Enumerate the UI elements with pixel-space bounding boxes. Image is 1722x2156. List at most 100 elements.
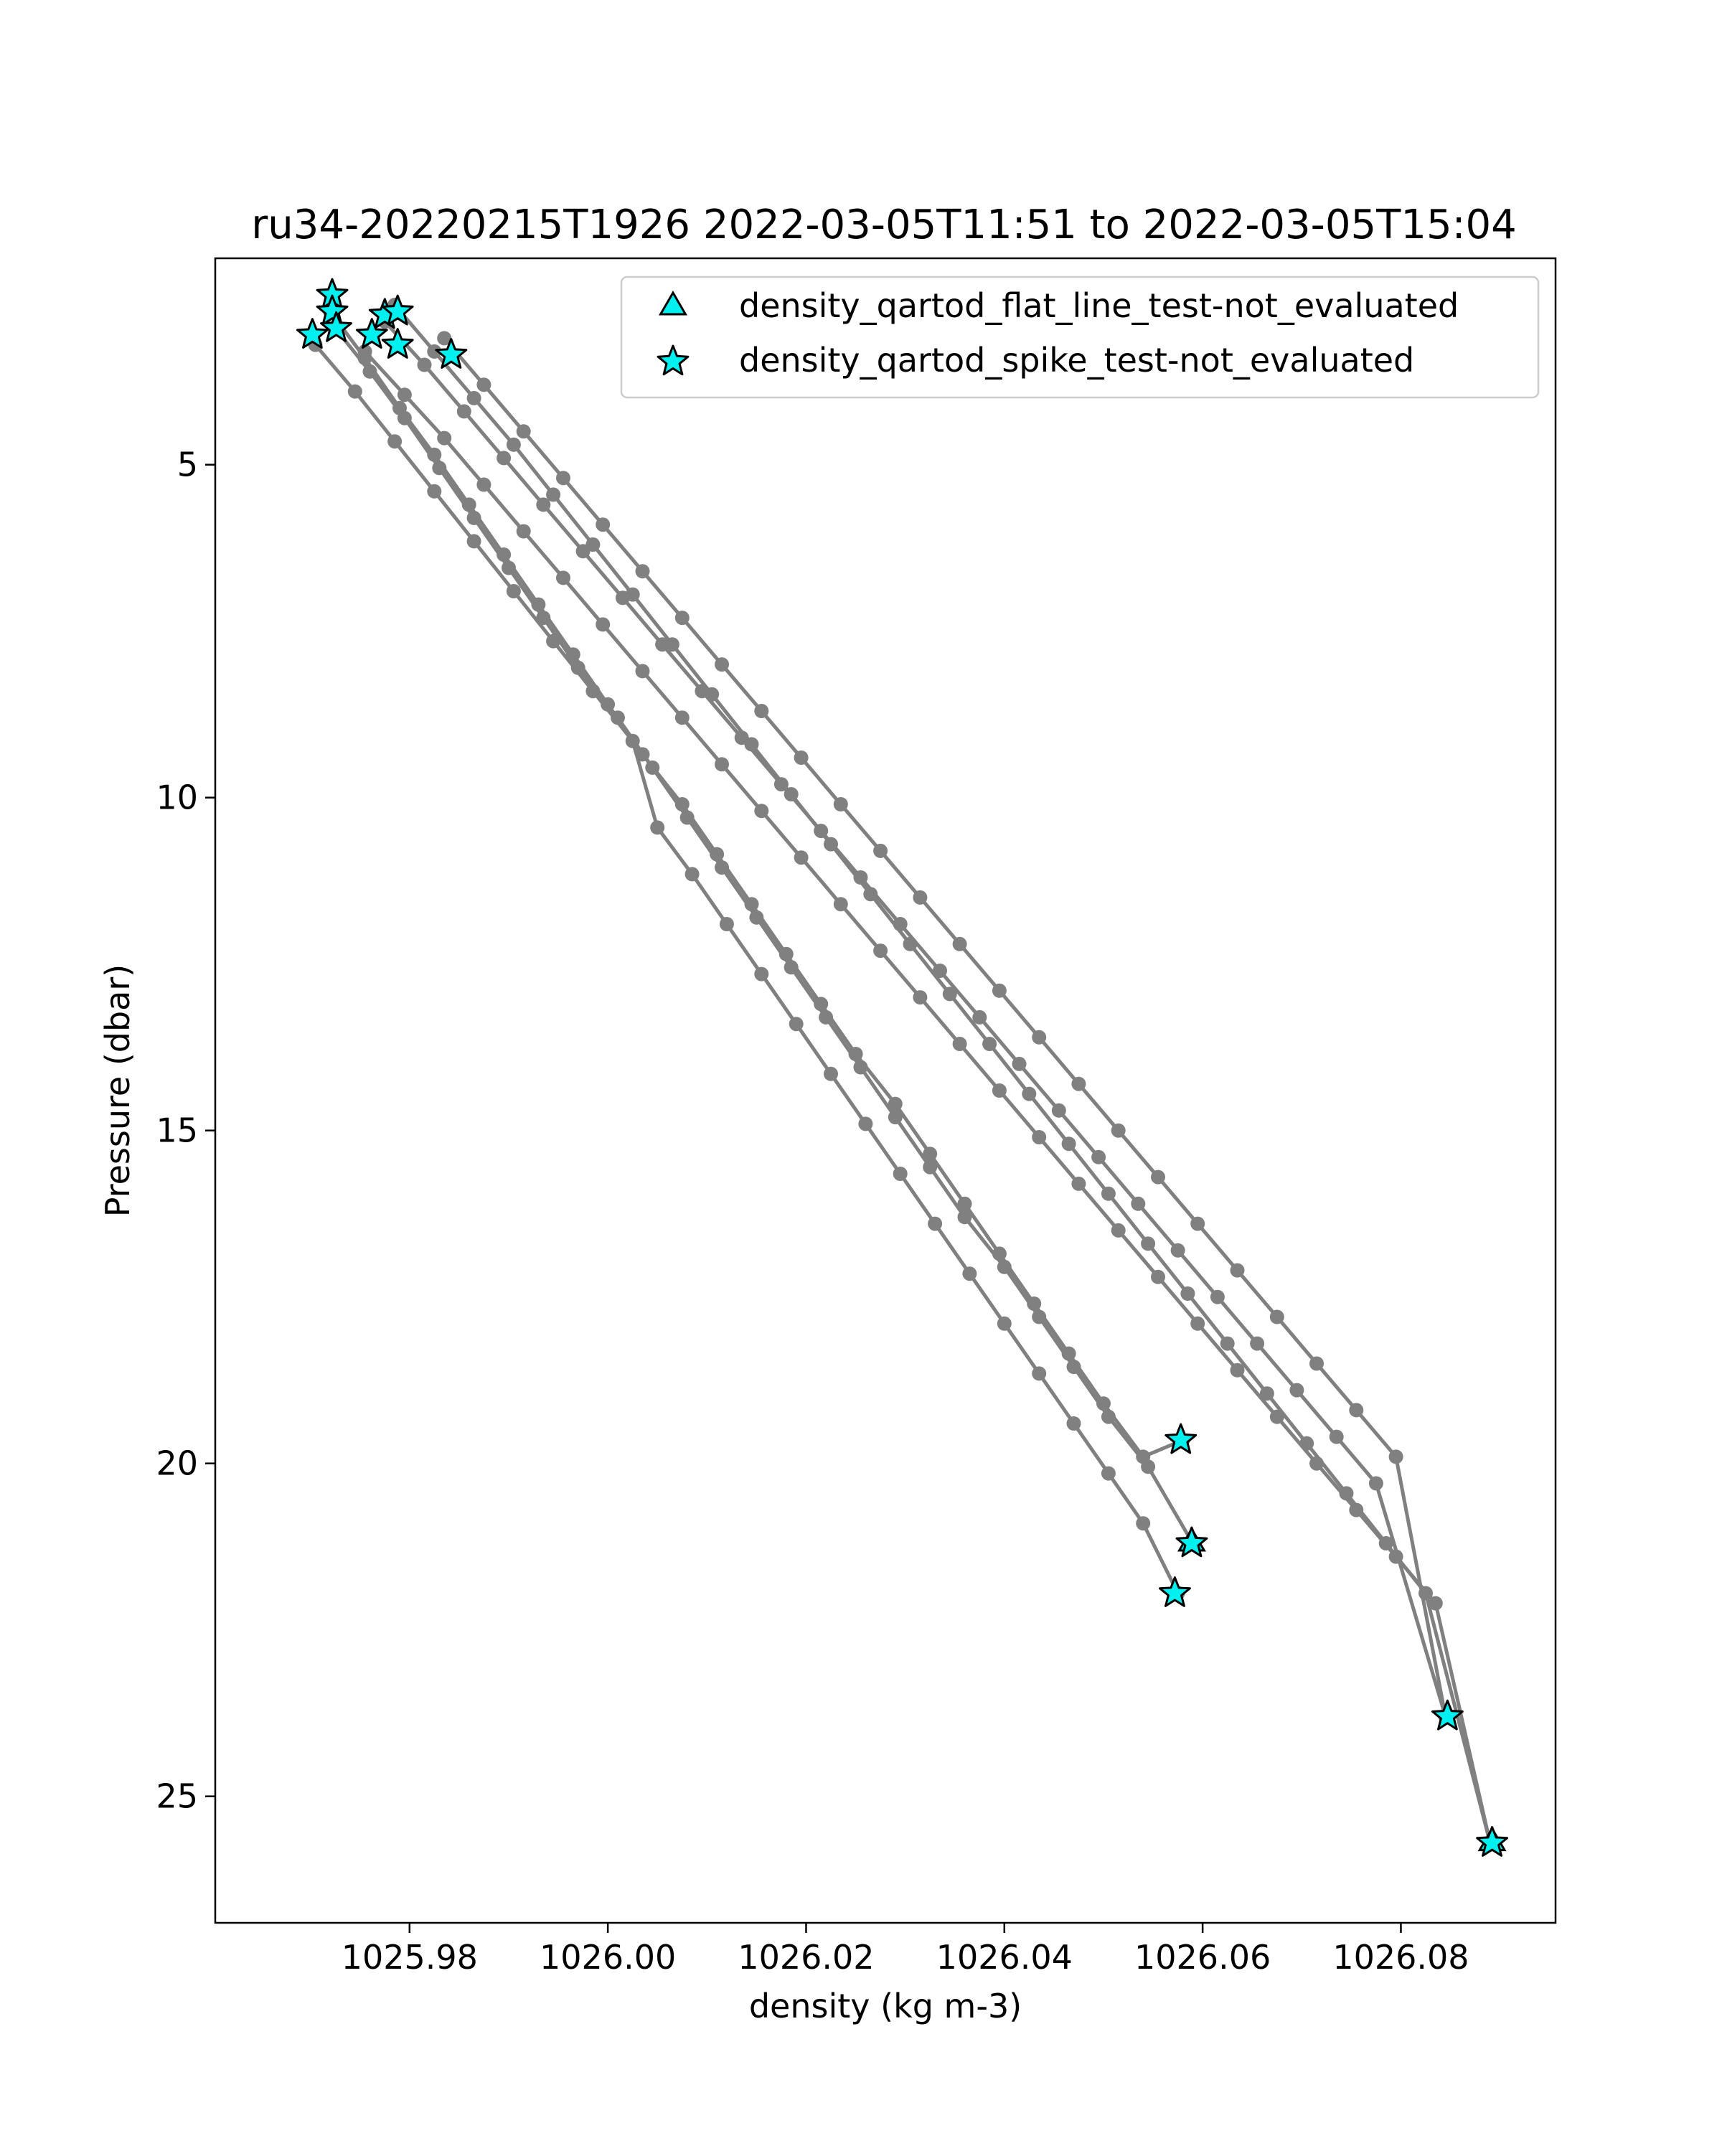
- spike-marker: [1175, 1526, 1208, 1558]
- profile-6-point: [1339, 1486, 1354, 1501]
- profile-4-point: [1151, 1269, 1165, 1284]
- profile-6-point: [1061, 1136, 1076, 1152]
- y-axis-label: Pressure (dbar): [98, 964, 137, 1217]
- profile-2-point: [1032, 1366, 1047, 1381]
- profile-7-point: [1388, 1449, 1403, 1464]
- profile-3-point: [502, 560, 516, 575]
- profile-4-point: [397, 387, 412, 403]
- profile-5-point: [1289, 1383, 1304, 1398]
- profile-7-point: [1349, 1403, 1364, 1418]
- x-tick-label: 1025.98: [342, 1938, 478, 1977]
- profile-3-point: [853, 1060, 868, 1075]
- profile-3-point: [679, 810, 695, 825]
- profile-4-point: [1428, 1596, 1443, 1611]
- profile-2-point: [858, 1116, 873, 1131]
- profile-4-point: [794, 850, 809, 865]
- profile-6-point: [1220, 1336, 1235, 1351]
- profile-3-point: [923, 1159, 938, 1174]
- profile-4-point: [992, 1083, 1007, 1098]
- profile-4-point: [1111, 1223, 1126, 1238]
- profile-4-point: [952, 1037, 967, 1051]
- profile-4-point: [357, 344, 372, 359]
- profile-6-point: [585, 537, 601, 552]
- profile-2-point: [962, 1266, 977, 1281]
- profile-2-point: [719, 917, 734, 931]
- profile-3-point: [432, 461, 447, 476]
- profile-3-point: [1032, 1309, 1047, 1324]
- profile-6-point: [1259, 1386, 1274, 1401]
- y-tick-label: 10: [156, 778, 198, 817]
- profile-6-point: [1101, 1186, 1116, 1201]
- profile-3-point: [397, 410, 412, 425]
- spike-marker: [355, 318, 388, 349]
- profile-3-point: [466, 510, 481, 525]
- profiles-layer: [308, 298, 1497, 1850]
- profile-6-point: [466, 390, 481, 405]
- profile-5-point: [1131, 1196, 1146, 1211]
- profile-7-point: [1151, 1169, 1165, 1185]
- profile-3-point: [819, 1009, 834, 1025]
- legend-frame: [620, 276, 1540, 399]
- profile-2-point: [684, 867, 700, 882]
- profile-4-point: [635, 664, 650, 679]
- profile-5-point: [1368, 1476, 1383, 1491]
- profile-5-point: [1250, 1336, 1265, 1351]
- profile-3-point: [1101, 1409, 1116, 1424]
- profile-7-point: [1032, 1030, 1047, 1045]
- profile-line-7: [443, 336, 1448, 1717]
- profile-4-point: [1190, 1316, 1205, 1331]
- spike-marker: [296, 318, 329, 349]
- profile-3-point: [749, 910, 764, 925]
- y-tick-label: 20: [156, 1444, 198, 1483]
- spike-marker: [1165, 1423, 1198, 1454]
- profile-2-point: [585, 684, 601, 699]
- profile-2-point: [928, 1216, 943, 1231]
- profile-6-point: [1299, 1436, 1314, 1451]
- x-tick-label: 1026.02: [738, 1938, 874, 1977]
- profile-5-point: [1051, 1103, 1066, 1118]
- profile-7-point: [754, 704, 769, 718]
- x-axis-label: density (kg m-3): [749, 1987, 1022, 2025]
- profile-4-point: [1230, 1362, 1245, 1378]
- profile-2-point: [824, 1066, 838, 1081]
- spike-marker: [435, 338, 468, 369]
- profile-3-point: [1066, 1360, 1081, 1375]
- profile-5-point: [1329, 1429, 1344, 1444]
- profile-2-point: [347, 384, 362, 399]
- profile-6-point: [546, 487, 561, 502]
- profile-7-point: [992, 983, 1007, 998]
- legend-triangle-marker: [658, 291, 688, 316]
- profile-2-point: [387, 434, 403, 449]
- profile-3-point: [997, 1259, 1012, 1274]
- profile-7-point: [952, 936, 967, 951]
- profile-7-point: [833, 797, 848, 811]
- legend-flat-line-marker: [658, 291, 688, 316]
- profile-7-point: [913, 890, 928, 905]
- profile-5-point: [1091, 1149, 1106, 1164]
- profile-6-point: [625, 587, 640, 602]
- profile-6-point: [1180, 1286, 1195, 1301]
- profile-3-point: [888, 1110, 903, 1125]
- profile-6-point: [942, 987, 957, 1002]
- profile-2-point: [789, 1017, 804, 1032]
- profile-2-point: [754, 966, 769, 982]
- profile-4-point: [1349, 1502, 1364, 1517]
- profile-7-point: [556, 471, 570, 486]
- profile-6-point: [784, 787, 799, 801]
- profile-6-point: [1141, 1236, 1156, 1251]
- profile-2-point: [427, 484, 442, 499]
- profile-6-point: [863, 887, 878, 902]
- profile-4-point: [873, 943, 888, 959]
- spike-marker: [316, 294, 349, 326]
- profile-6-point: [705, 687, 720, 702]
- profile-6-point: [1378, 1536, 1393, 1550]
- x-tick-label: 1026.04: [936, 1938, 1073, 1977]
- profile-7-point: [1071, 1076, 1086, 1091]
- profile-5-point: [536, 497, 551, 512]
- profile-3-point: [536, 611, 551, 626]
- profile-5-point: [456, 404, 471, 419]
- profile-7-point: [1190, 1216, 1205, 1231]
- profile-line-6: [393, 303, 1492, 1844]
- spike-markers-layer: [296, 278, 1508, 1857]
